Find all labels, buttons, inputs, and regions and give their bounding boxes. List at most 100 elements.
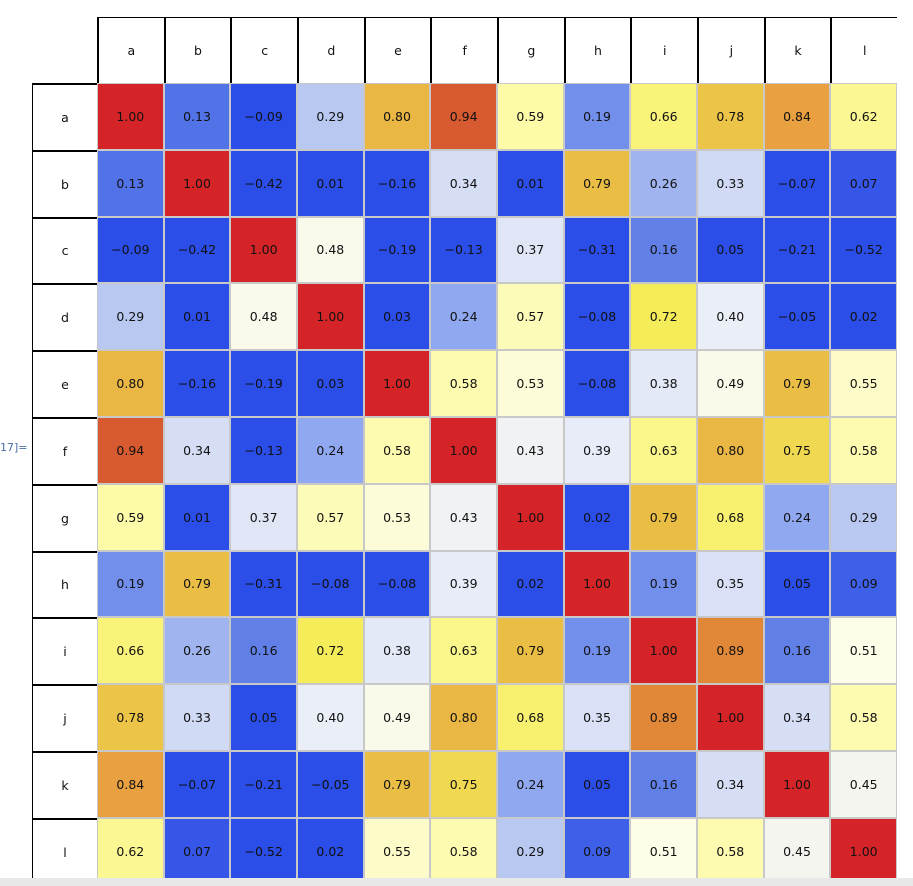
table-cell: 0.29	[497, 817, 564, 885]
table-cell: 0.78	[697, 83, 764, 150]
table-cell: −0.21	[230, 751, 297, 818]
table-cell: −0.19	[363, 216, 431, 284]
table-cell: −0.31	[230, 550, 297, 618]
table-cell: −0.16	[163, 350, 231, 417]
table-cell: −0.52	[830, 216, 898, 284]
table-cell: 0.13	[163, 83, 231, 150]
table-cell: 1.00	[763, 751, 831, 818]
table-cell: 1.00	[163, 149, 231, 217]
table-cell: −0.07	[163, 751, 231, 818]
table-cell: 0.34	[697, 751, 764, 818]
table-cell: −0.05	[763, 283, 831, 351]
table-cell: 0.01	[163, 483, 231, 551]
table-cell: 0.43	[497, 417, 564, 484]
table-cell: −0.52	[230, 817, 297, 885]
table-cell: 0.16	[630, 216, 698, 284]
table-cell: 0.05	[763, 550, 831, 618]
table-cell: −0.09	[230, 83, 297, 150]
table-cell: 0.24	[297, 417, 364, 484]
table-cell: −0.08	[563, 350, 631, 417]
column-header: j	[697, 17, 764, 83]
table-cell: 0.79	[763, 350, 831, 417]
table-cell: 0.94	[430, 83, 497, 150]
table-cell: 0.58	[430, 817, 497, 885]
table-cell: 0.34	[163, 417, 231, 484]
row-header: b	[32, 149, 97, 217]
table-cell: −0.13	[230, 417, 297, 484]
table-cell: 0.01	[297, 149, 364, 217]
table-cell: 0.79	[630, 483, 698, 551]
table-cell: 0.66	[97, 617, 164, 685]
table-cell: −0.21	[763, 216, 831, 284]
table-cell: −0.08	[363, 550, 431, 618]
table-cell: 0.68	[697, 483, 764, 551]
column-header: g	[497, 17, 564, 83]
table-cell: 1.00	[97, 83, 164, 150]
table-cell: 0.40	[697, 283, 764, 351]
table-cell: 0.33	[163, 684, 231, 751]
row-header: j	[32, 684, 97, 751]
table-cell: 0.07	[830, 149, 898, 217]
table-cell: 0.55	[363, 817, 431, 885]
table-cell: 0.79	[163, 550, 231, 618]
table-cell: −0.42	[230, 149, 297, 217]
table-cell: 0.62	[830, 83, 898, 150]
table-cell: −0.42	[163, 216, 231, 284]
table-cell: 0.02	[297, 817, 364, 885]
table-cell: 1.00	[630, 617, 698, 685]
row-header: l	[32, 817, 97, 885]
table-cell: 0.80	[430, 684, 497, 751]
table-cell: 0.35	[563, 684, 631, 751]
table-cell: 0.16	[230, 617, 297, 685]
table-cell: 0.80	[97, 350, 164, 417]
table-cell: 0.72	[297, 617, 364, 685]
table-cell: 0.89	[697, 617, 764, 685]
table-cell: 0.01	[163, 283, 231, 351]
table-cell: 0.19	[97, 550, 164, 618]
table-cell: −0.07	[763, 149, 831, 217]
table-cell: 0.89	[630, 684, 698, 751]
table-cell: 0.78	[97, 684, 164, 751]
table-cell: 0.63	[430, 617, 497, 685]
table-cell: 0.03	[297, 350, 364, 417]
table-cell: 0.19	[563, 83, 631, 150]
table-cell: 0.24	[430, 283, 497, 351]
table-cell: 0.02	[830, 283, 898, 351]
row-header: e	[32, 350, 97, 417]
output-label: 17]=	[0, 441, 28, 454]
table-cell: 0.19	[630, 550, 698, 618]
table-cell: 0.35	[697, 550, 764, 618]
table-cell: 0.51	[630, 817, 698, 885]
table-cell: 0.02	[497, 550, 564, 618]
table-cell: 0.57	[497, 283, 564, 351]
table-cell: 0.66	[630, 83, 698, 150]
column-header: c	[230, 17, 297, 83]
table-cell: 0.48	[297, 216, 364, 284]
column-header: h	[563, 17, 631, 83]
table-cell: 0.49	[697, 350, 764, 417]
table-cell: 0.48	[230, 283, 297, 351]
column-header: a	[97, 17, 164, 83]
table-cell: 0.13	[97, 149, 164, 217]
table-cell: 0.51	[830, 617, 898, 685]
table-cell: 0.05	[563, 751, 631, 818]
row-header: c	[32, 216, 97, 284]
table-cell: 0.34	[763, 684, 831, 751]
table-cell: 0.80	[697, 417, 764, 484]
column-header: k	[763, 17, 831, 83]
table-cell: 0.45	[763, 817, 831, 885]
table-cell: 0.38	[363, 617, 431, 685]
table-cell: 0.53	[497, 350, 564, 417]
column-header: l	[830, 17, 898, 83]
table-cell: −0.08	[297, 550, 364, 618]
table-cell: 0.19	[563, 617, 631, 685]
table-cell: 0.45	[830, 751, 898, 818]
table-cell: 1.00	[363, 350, 431, 417]
table-cell: 0.37	[230, 483, 297, 551]
table-cell: 0.84	[97, 751, 164, 818]
table-cell: 0.43	[430, 483, 497, 551]
table-cell: 0.40	[297, 684, 364, 751]
table-cell: 0.29	[97, 283, 164, 351]
table-cell: −0.19	[230, 350, 297, 417]
